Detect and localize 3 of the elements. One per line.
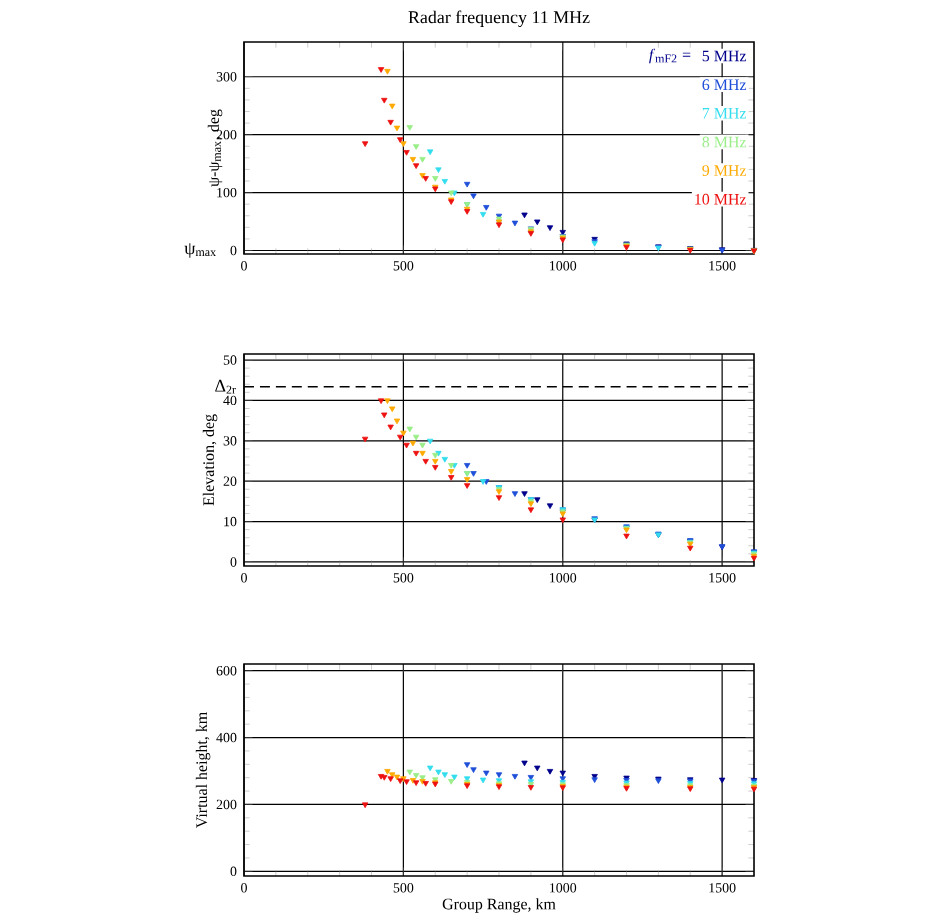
ref-line-label: Δ$_{2r}$ <box>215 379 236 394</box>
text: ψ$_{max}$ <box>184 243 216 258</box>
chart-title: Radar frequency 11 MHz <box>408 10 590 27</box>
